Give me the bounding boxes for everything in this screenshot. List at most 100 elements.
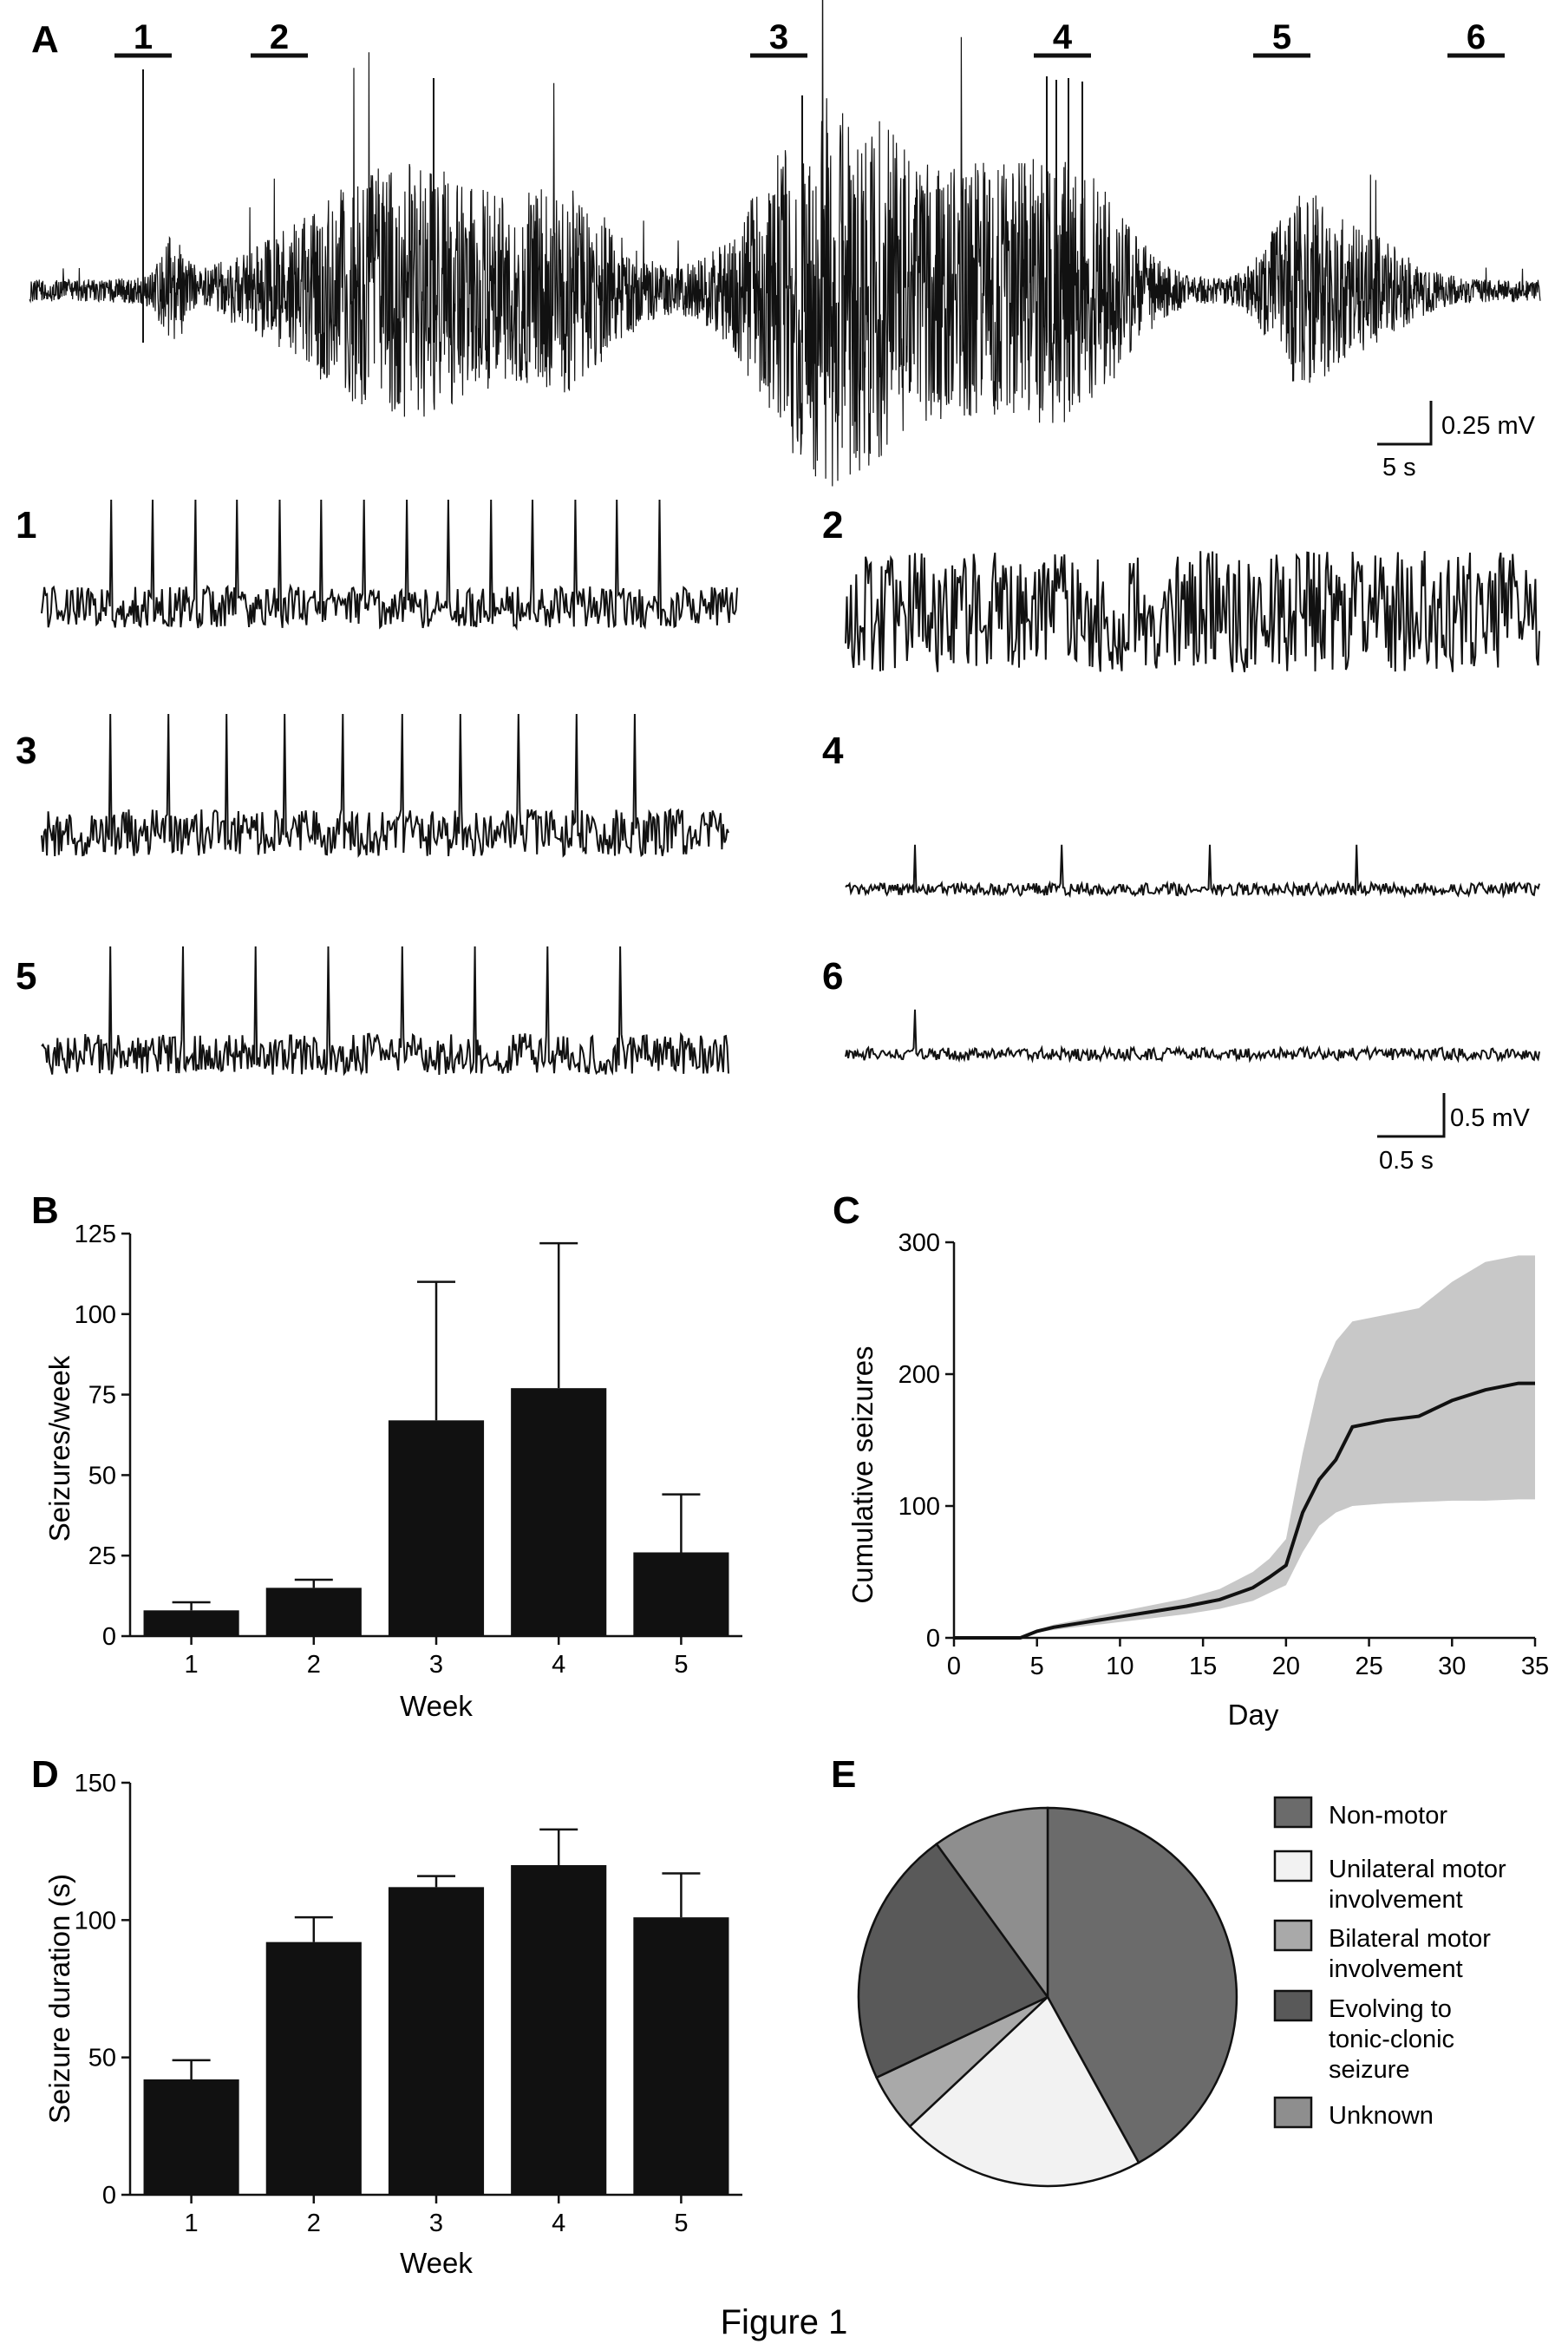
chart-d: 0 50 100 150 1 2 3 4 5 [75,1770,742,2237]
segment-label-5: 5 [1272,18,1291,56]
legend-swatch-4 [1273,1989,1313,2022]
zoom-trace-line-2 [845,551,1540,672]
y-tick-label: 300 [898,1229,940,1257]
panel-a-eeg-traces: A 1 2 3 4 5 6 0.25 mV 5 s 1 2 3 4 5 6 0.5 mV 0.5 s [16,0,1541,1175]
x-tick-label: 20 [1272,1653,1300,1680]
chart-e-legend: Non-motor Unilateral motor involvement Bila… [1273,1796,1506,2130]
bar-week-4 [511,1865,607,2195]
pie-slice-4 [857,1842,1049,2079]
zoom-trace-label-4: 4 [822,730,844,772]
pie-slice-2 [908,1994,1140,2188]
x-tick-label: 0 [947,1653,961,1680]
y-tick-label: 0 [926,1625,940,1653]
legend-label-1: Non-motor [1329,1802,1447,1830]
zoom-trace-line-5 [41,946,729,1077]
legend-label-2: involvement [1329,1886,1463,1914]
zoom-scale-bar-lines [1377,1093,1446,1138]
x-tick-label: 5 [1030,1653,1044,1680]
chart-b: 0 25 50 75 100 125 1 2 3 4 5 [75,1221,742,1679]
zoom-trace-label-6: 6 [822,955,843,998]
bar-week-1 [143,1610,239,1636]
overview-scale-bar-lines [1377,401,1433,446]
zoom-trace-line-1 [41,499,738,632]
overview-eeg-trace [29,0,1541,487]
legend-swatch-5 [1273,2096,1313,2129]
x-tick-label: 25 [1355,1653,1382,1680]
panel-e-seizure-types: E Non-motor Unilateral motor involvement Bi… [831,1753,1506,2188]
x-tick-label: 1 [185,2210,199,2237]
x-tick-label: 10 [1106,1653,1134,1680]
y-tick-label: 125 [75,1221,116,1248]
y-tick-label: 25 [88,1542,116,1570]
panel-d-seizure-duration: D 0 50 100 150 1 2 3 4 5 Seizure duration (s) We… [31,1753,742,2279]
y-tick-label: 100 [898,1493,940,1521]
y-tick-label: 50 [88,1462,116,1490]
x-tick-label: 1 [185,1651,199,1679]
bar-week-5 [633,1552,729,1636]
overview-scale-bar: 0.25 mV 5 s [1377,401,1536,481]
y-tick-label: 75 [88,1382,116,1410]
panel-d-letter: D [31,1753,59,1796]
segment-label-4: 4 [1053,18,1073,56]
segment-label-6: 6 [1467,18,1486,56]
bar-week-2 [265,1941,362,2195]
legend-swatch-1 [1273,1796,1313,1829]
y-tick-label: 100 [75,1301,116,1329]
x-tick-label: 3 [429,2210,443,2237]
segment-label-1: 1 [134,18,153,56]
y-tick-label: 200 [898,1361,940,1389]
x-tick-label: 2 [307,1651,321,1679]
bar-week-4 [511,1388,607,1636]
panel-c-cumulative-seizures: C 0 100 200 300 0 5 10 15 20 25 30 35 Cumulative se… [833,1189,1549,1731]
chart-c: 0 100 200 300 0 5 10 15 20 25 30 35 [898,1229,1550,1680]
bar-week-2 [265,1588,362,1636]
x-tick-label: 15 [1189,1653,1217,1680]
chart-c-ylabel: Cumulative seizures [846,1346,879,1603]
zoom-trace-label-2: 2 [822,504,843,547]
x-tick-label: 4 [552,2210,565,2237]
zoom-trace-label-1: 1 [16,504,36,547]
legend-label-4: tonic-clonic [1329,2026,1454,2053]
chart-b-xlabel: Week [400,1690,473,1722]
bar-week-1 [143,2079,239,2195]
chart-e [857,1806,1238,2188]
y-tick-label: 150 [75,1770,116,1797]
zoom-trace-line-3 [41,713,729,858]
x-tick-label: 5 [674,1651,688,1679]
figure-caption: Figure 1 [721,2303,848,2341]
segment-label-2: 2 [270,18,289,56]
chart-d-xlabel: Week [400,2247,473,2279]
pie-slice-1 [1046,1806,1238,2164]
legend-swatch-3 [1273,1919,1313,1952]
confidence-band [954,1255,1535,1638]
zoom-scale-amplitude: 0.5 mV [1450,1104,1531,1132]
segment-markers: 1 2 3 4 5 6 [114,18,1505,58]
segment-label-3: 3 [769,18,788,56]
panel-c-letter: C [833,1189,860,1232]
x-tick-label: 35 [1521,1653,1549,1680]
panel-e-letter: E [831,1753,856,1796]
panel-b-seizures-per-week: B 0 25 50 75 100 125 1 2 3 4 5 Seizures/week Week [31,1189,742,1722]
legend-label-5: Unknown [1329,2102,1434,2130]
panel-a-letter: A [31,18,59,61]
overview-scale-amplitude: 0.25 mV [1441,412,1536,440]
legend-label-4: seizure [1329,2056,1410,2084]
zoom-trace-label-3: 3 [16,730,36,772]
legend-label-3: Bilateral motor [1329,1925,1491,1953]
panel-b-letter: B [31,1189,59,1232]
chart-c-xlabel: Day [1228,1699,1279,1731]
y-tick-label: 100 [75,1907,116,1935]
zoom-traces: 1 2 3 4 5 6 [16,499,1540,1077]
legend-label-4: Evolving to [1329,1995,1452,2023]
legend-label-2: Unilateral motor [1329,1856,1506,1883]
y-tick-label: 0 [102,2182,116,2210]
pie-slice-5 [935,1806,1049,2000]
bar-week-5 [633,1917,729,2195]
chart-b-ylabel: Seizures/week [43,1355,75,1542]
bar-week-3 [388,1420,485,1636]
overview-trace-line [29,0,1541,487]
legend-swatch-2 [1273,1850,1313,1882]
bar-week-3 [388,1887,485,2195]
x-tick-label: 30 [1438,1653,1466,1680]
